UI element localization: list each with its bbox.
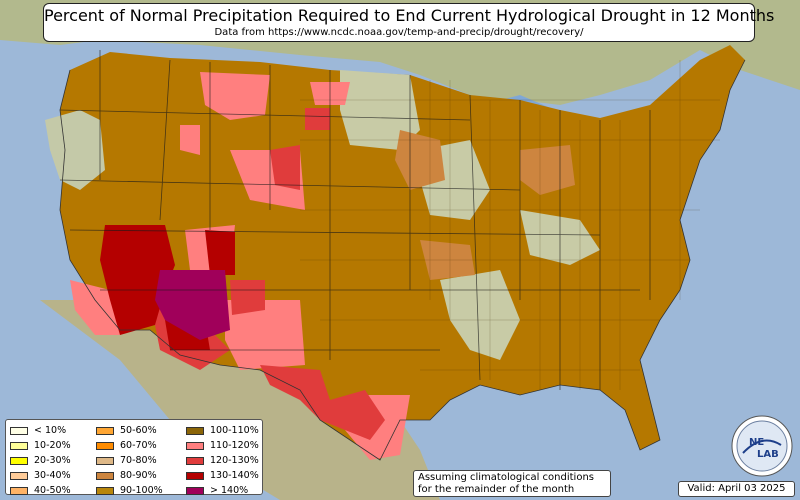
legend-swatch bbox=[96, 426, 114, 435]
coastline bbox=[59, 59, 746, 461]
legend-column-2: 50-60% 60-70% 70-80% 80-90% 90-100% bbox=[96, 423, 163, 498]
legend-item: 40-50% bbox=[10, 483, 71, 498]
region-120-130-wyoming bbox=[270, 145, 300, 190]
legend-label: 100-110% bbox=[210, 425, 259, 436]
legend-label: 110-120% bbox=[210, 440, 259, 451]
legend-swatch bbox=[186, 441, 204, 450]
legend-label: 20-30% bbox=[34, 455, 71, 466]
legend-item: 110-120% bbox=[186, 438, 259, 453]
legend-label: 40-50% bbox=[34, 485, 71, 496]
legend-label: 50-60% bbox=[120, 425, 157, 436]
region-110-120-montana bbox=[200, 72, 270, 120]
map-title: Percent of Normal Precipitation Required… bbox=[44, 6, 775, 25]
legend-label: 90-100% bbox=[120, 485, 163, 496]
note-line-1: Assuming climatological conditions bbox=[418, 472, 594, 483]
legend-item: 30-40% bbox=[10, 468, 71, 483]
legend-swatch bbox=[186, 471, 204, 480]
legend-label: 130-140% bbox=[210, 470, 259, 481]
drought-region-main bbox=[60, 45, 745, 460]
assumption-note: Assuming climatological conditions for t… bbox=[413, 470, 611, 497]
legend-label: 60-70% bbox=[120, 440, 157, 451]
legend-swatch bbox=[186, 426, 204, 435]
legend-swatch bbox=[10, 471, 28, 480]
title-box: Percent of Normal Precipitation Required… bbox=[43, 3, 775, 42]
legend-label: < 10% bbox=[34, 425, 67, 436]
state-borders bbox=[59, 50, 651, 390]
legend: < 10% 10-20% 20-30% 30-40% 40-50% 50-60%… bbox=[5, 419, 263, 498]
legend-item: 120-130% bbox=[186, 453, 259, 468]
legend-item: 100-110% bbox=[186, 423, 259, 438]
legend-label: 120-130% bbox=[210, 455, 259, 466]
region-120-130-west-tx bbox=[260, 365, 385, 440]
legend-item: > 140% bbox=[186, 483, 259, 498]
legend-swatch bbox=[96, 441, 114, 450]
region-120-130-nm bbox=[230, 280, 265, 315]
legend-swatch bbox=[10, 441, 28, 450]
legend-label: 70-80% bbox=[120, 455, 157, 466]
legend-item: < 10% bbox=[10, 423, 71, 438]
legend-label: > 140% bbox=[210, 485, 249, 496]
region-110-120-socal bbox=[70, 280, 120, 335]
legend-swatch bbox=[10, 426, 28, 435]
legend-swatch bbox=[186, 456, 204, 465]
legend-swatch bbox=[96, 486, 114, 495]
region-110-120-nevada bbox=[180, 125, 200, 155]
legend-swatch bbox=[96, 456, 114, 465]
legend-swatch bbox=[186, 486, 204, 495]
region-130-140-southwest bbox=[100, 225, 175, 335]
region-80-90-michigan bbox=[520, 145, 575, 195]
region-80-90-iowa bbox=[395, 130, 445, 190]
legend-column-1: < 10% 10-20% 20-30% 30-40% 40-50% bbox=[10, 423, 71, 498]
mexico-land bbox=[40, 300, 440, 500]
no-drought-northwest bbox=[45, 110, 105, 190]
map-subtitle: Data from https://www.ncdc.noaa.gov/temp… bbox=[214, 27, 584, 38]
legend-label: 80-90% bbox=[120, 470, 157, 481]
valid-date-box: Valid: April 03 2025 bbox=[678, 481, 795, 497]
legend-item: 10-20% bbox=[10, 438, 71, 453]
legend-item: 90-100% bbox=[96, 483, 163, 498]
region-over-140-four-corners bbox=[155, 270, 230, 340]
logo-text-top: NE bbox=[749, 437, 764, 448]
legend-swatch bbox=[10, 456, 28, 465]
no-drought-mid-south bbox=[440, 270, 520, 360]
note-line-2: for the remainder of the month bbox=[418, 484, 575, 495]
region-110-120-nm bbox=[225, 300, 305, 370]
region-120-130-sd bbox=[305, 108, 330, 130]
legend-item: 80-90% bbox=[96, 468, 163, 483]
legend-swatch bbox=[10, 486, 28, 495]
legend-item: 20-30% bbox=[10, 453, 71, 468]
legend-item: 50-60% bbox=[96, 423, 163, 438]
legend-column-3: 100-110% 110-120% 120-130% 130-140% > 14… bbox=[186, 423, 259, 498]
legend-item: 130-140% bbox=[186, 468, 259, 483]
legend-swatch bbox=[96, 471, 114, 480]
region-130-140-utah bbox=[205, 230, 235, 275]
legend-label: 10-20% bbox=[34, 440, 71, 451]
legend-label: 30-40% bbox=[34, 470, 71, 481]
nws-lab-logo-icon: NE LAB bbox=[731, 415, 793, 477]
logo-text-bottom: LAB bbox=[757, 449, 779, 460]
county-lines bbox=[300, 60, 720, 390]
valid-date: Valid: April 03 2025 bbox=[687, 483, 786, 494]
legend-item: 60-70% bbox=[96, 438, 163, 453]
legend-item: 70-80% bbox=[96, 453, 163, 468]
